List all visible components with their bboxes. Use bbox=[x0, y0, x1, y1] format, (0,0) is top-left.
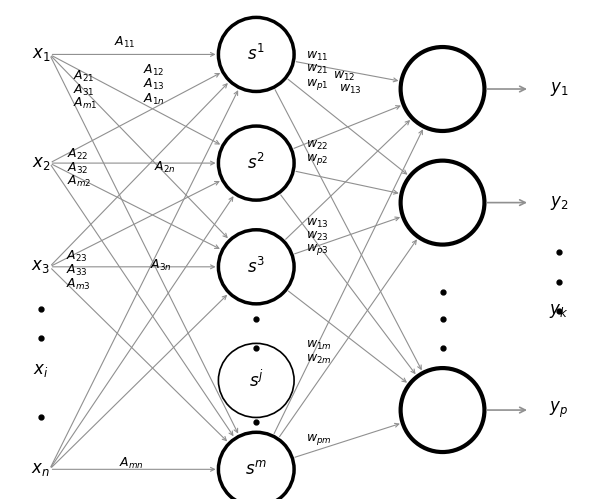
Text: $A_{12}$: $A_{12}$ bbox=[143, 62, 164, 78]
Text: $w_{13}$: $w_{13}$ bbox=[306, 217, 328, 230]
Text: $A_{32}$: $A_{32}$ bbox=[67, 160, 89, 175]
Text: $s^m$: $s^m$ bbox=[245, 460, 267, 478]
Text: $A_{31}$: $A_{31}$ bbox=[73, 83, 94, 98]
Text: $A_{33}$: $A_{33}$ bbox=[66, 263, 87, 278]
Text: $y_p$: $y_p$ bbox=[549, 400, 568, 420]
Text: $A_{m2}$: $A_{m2}$ bbox=[67, 174, 91, 190]
Text: $A_{2n}$: $A_{2n}$ bbox=[154, 159, 176, 174]
Text: $A_{21}$: $A_{21}$ bbox=[73, 69, 94, 84]
Text: $A_{m1}$: $A_{m1}$ bbox=[73, 96, 97, 111]
Text: $A_{13}$: $A_{13}$ bbox=[143, 77, 165, 92]
Text: $A_{22}$: $A_{22}$ bbox=[67, 147, 89, 162]
Text: $w_{2m}$: $w_{2m}$ bbox=[306, 353, 331, 366]
Text: $w_{11}$: $w_{11}$ bbox=[306, 50, 328, 64]
Text: $s^j$: $s^j$ bbox=[249, 370, 264, 391]
Text: $w_{22}$: $w_{22}$ bbox=[306, 139, 328, 152]
Text: $A_{1n}$: $A_{1n}$ bbox=[143, 92, 165, 107]
Text: $s^2$: $s^2$ bbox=[247, 153, 265, 173]
Text: $s^3$: $s^3$ bbox=[247, 257, 266, 277]
Text: $w_{p3}$: $w_{p3}$ bbox=[306, 241, 328, 257]
Text: $A_{11}$: $A_{11}$ bbox=[113, 35, 135, 49]
Text: $A_{3n}$: $A_{3n}$ bbox=[150, 258, 172, 273]
Text: $y_k$: $y_k$ bbox=[549, 302, 568, 320]
Text: $w_{13}$: $w_{13}$ bbox=[339, 83, 362, 96]
Text: $w_{23}$: $w_{23}$ bbox=[306, 230, 328, 243]
Text: $w_{pm}$: $w_{pm}$ bbox=[306, 432, 331, 447]
Text: $x_1$: $x_1$ bbox=[31, 46, 50, 63]
Text: $w_{12}$: $w_{12}$ bbox=[333, 70, 355, 83]
Text: $x_n$: $x_n$ bbox=[31, 461, 50, 478]
Text: $A_{m3}$: $A_{m3}$ bbox=[66, 277, 90, 292]
Text: $w_{p1}$: $w_{p1}$ bbox=[306, 77, 328, 92]
Text: $A_{23}$: $A_{23}$ bbox=[66, 249, 87, 265]
Text: $A_{mn}$: $A_{mn}$ bbox=[119, 456, 144, 471]
Text: $x_i$: $x_i$ bbox=[33, 362, 49, 379]
Text: $y_1$: $y_1$ bbox=[549, 80, 568, 98]
Text: $w_{p2}$: $w_{p2}$ bbox=[306, 152, 328, 167]
Text: $y_2$: $y_2$ bbox=[549, 194, 568, 212]
Text: $w_{1m}$: $w_{1m}$ bbox=[306, 339, 331, 352]
Text: $s^1$: $s^1$ bbox=[247, 44, 265, 65]
Text: $x_2$: $x_2$ bbox=[31, 155, 50, 171]
Text: $x_3$: $x_3$ bbox=[31, 259, 50, 275]
Text: $w_{21}$: $w_{21}$ bbox=[306, 62, 328, 76]
